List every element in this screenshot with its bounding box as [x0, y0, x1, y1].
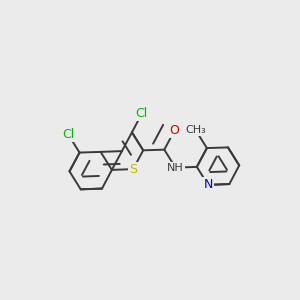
Text: NH: NH [167, 163, 184, 172]
Text: N: N [203, 178, 213, 191]
Text: Cl: Cl [136, 107, 148, 120]
Text: S: S [129, 163, 137, 176]
Text: O: O [169, 124, 179, 137]
Text: Cl: Cl [62, 128, 74, 141]
Text: CH₃: CH₃ [185, 125, 206, 135]
